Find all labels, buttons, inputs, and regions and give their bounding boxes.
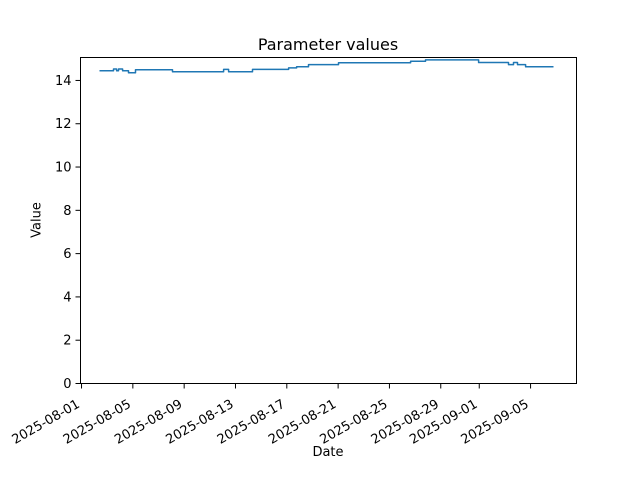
y-tick-label: 8: [63, 204, 71, 219]
y-axis-label: Value: [29, 202, 45, 238]
data-line: [99, 59, 554, 74]
y-tick-label: 10: [55, 161, 72, 176]
y-tick-label: 0: [63, 377, 71, 392]
plot-border: [80, 57, 577, 384]
y-tick-label: 4: [63, 290, 71, 305]
y-tick-label: 12: [55, 117, 72, 132]
x-axis-label: Date: [312, 445, 344, 460]
y-tick-label: 14: [55, 74, 72, 89]
y-tick-label: 2: [63, 334, 71, 349]
y-tick-label: 6: [63, 247, 71, 262]
chart-title: Parameter values: [257, 35, 399, 54]
